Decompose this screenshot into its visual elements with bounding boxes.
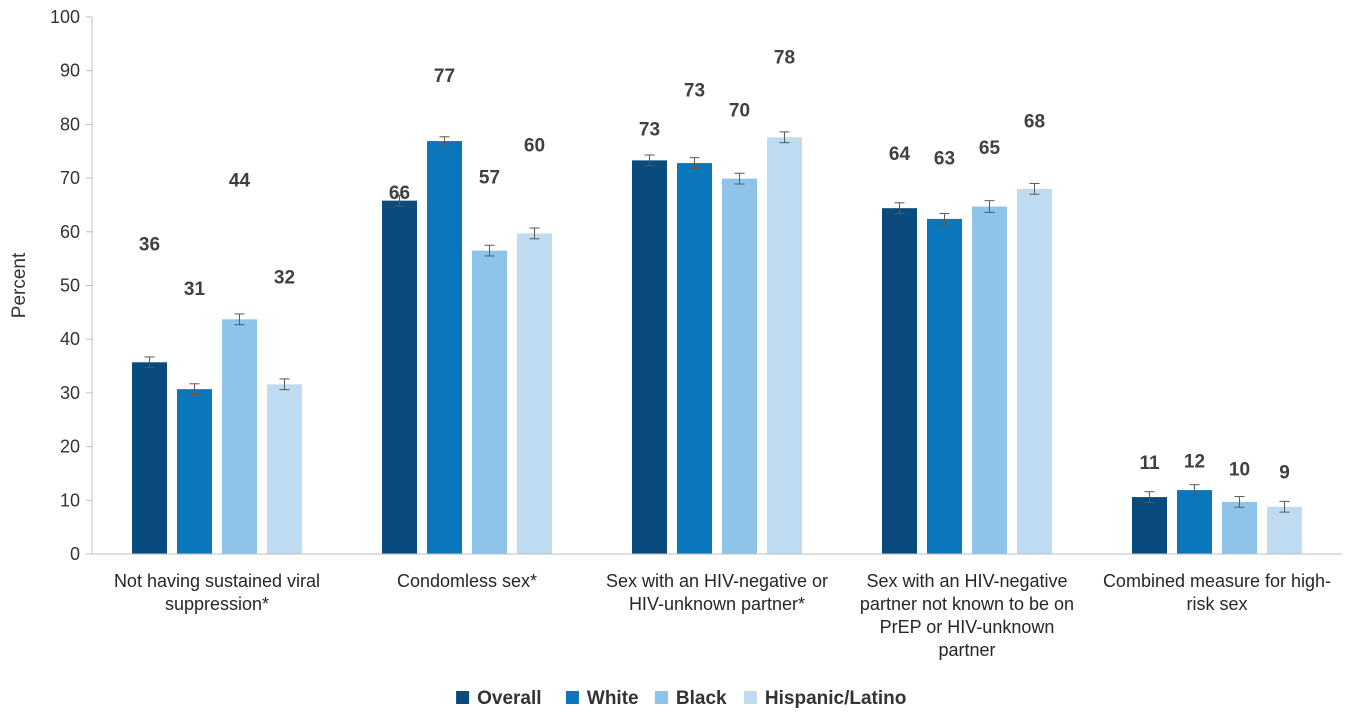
bar xyxy=(132,362,167,554)
bar xyxy=(1267,506,1302,554)
legend-label: Hispanic/Latino xyxy=(765,688,906,709)
data-label: 73 xyxy=(684,80,705,101)
data-label: 64 xyxy=(889,144,911,165)
data-label: 57 xyxy=(479,167,500,188)
bar xyxy=(882,208,917,554)
bar xyxy=(1017,188,1052,554)
category-label: Sex with an HIV-negative or HIV-unknown p… xyxy=(606,571,828,614)
category-label-line: partner xyxy=(938,640,995,660)
bar xyxy=(1222,501,1257,554)
bar xyxy=(972,206,1007,554)
category-label: Condomless sex* xyxy=(397,571,537,591)
bar xyxy=(632,160,667,554)
data-label: 31 xyxy=(184,279,206,300)
category-label-line: suppression* xyxy=(165,594,269,614)
y-tick-label: 80 xyxy=(60,114,80,134)
bar xyxy=(722,178,757,554)
bars: 36 31 44 32 66 77 57 60 73 73 70 78 64 63 65 68 11 12 10 9 xyxy=(132,48,1302,555)
data-label: 63 xyxy=(934,149,955,170)
category-label-line: risk sex xyxy=(1186,594,1247,614)
category-label: Not having sustained viral suppression* xyxy=(114,571,320,614)
bar xyxy=(927,218,962,555)
data-label: 73 xyxy=(639,120,660,141)
y-tick-label: 90 xyxy=(60,61,80,81)
category-label-line: partner not known to be on xyxy=(860,594,1074,614)
y-tick-label: 50 xyxy=(60,276,80,296)
bar xyxy=(177,389,212,554)
y-axis: 0 10 20 30 40 50 60 70 80 90 100 xyxy=(50,7,93,564)
legend-swatch xyxy=(743,691,757,704)
data-label: 11 xyxy=(1139,453,1160,474)
category-label: Combined measure for high-risk sex xyxy=(1103,571,1331,614)
x-axis: Not having sustained viral suppression* Co… xyxy=(92,553,1342,660)
y-tick-label: 40 xyxy=(60,329,80,349)
legend-swatch xyxy=(654,691,668,704)
data-label: 36 xyxy=(139,235,160,256)
data-label: 44 xyxy=(229,171,251,192)
category-label-line: Sex with an HIV-negative or xyxy=(606,571,828,591)
data-label: 78 xyxy=(774,48,795,69)
data-label: 12 xyxy=(1184,452,1205,473)
bar xyxy=(677,163,712,554)
category-label-line: Not having sustained viral xyxy=(114,571,320,591)
bar xyxy=(517,233,552,554)
bar xyxy=(267,384,302,554)
data-label: 65 xyxy=(979,138,1001,159)
y-axis-title: Percent xyxy=(9,252,30,318)
legend-item: Black xyxy=(654,688,727,709)
category-label-line: HIV-unknown partner* xyxy=(629,594,805,614)
y-tick-label: 30 xyxy=(60,383,80,403)
legend: Overall White Black Hispanic/Latino xyxy=(456,688,906,709)
data-label: 68 xyxy=(1024,112,1045,133)
legend-label: Overall xyxy=(477,688,541,709)
legend-swatch xyxy=(456,691,470,704)
data-label: 66 xyxy=(389,183,410,204)
bar xyxy=(222,319,257,554)
bar xyxy=(382,200,417,555)
bar xyxy=(1177,490,1212,554)
legend-label: White xyxy=(587,688,639,709)
category-label-line: PrEP or HIV-unknown xyxy=(880,617,1055,637)
data-label: 10 xyxy=(1229,460,1250,481)
data-label: 77 xyxy=(434,66,455,87)
category-label-line: Sex with an HIV-negative xyxy=(866,571,1067,591)
y-tick-label: 0 xyxy=(70,544,80,564)
data-label: 9 xyxy=(1279,462,1290,483)
legend-swatch xyxy=(565,691,579,704)
bar xyxy=(1132,497,1167,554)
category-label: Sex with an HIV-negative partner not know… xyxy=(860,571,1074,660)
data-label: 32 xyxy=(274,267,295,288)
bar xyxy=(472,250,507,554)
y-tick-label: 20 xyxy=(60,437,80,457)
y-tick-label: 100 xyxy=(50,7,80,27)
legend-label: Black xyxy=(676,688,727,709)
bar xyxy=(767,137,802,554)
legend-item: Hispanic/Latino xyxy=(743,688,906,709)
data-label: 60 xyxy=(524,135,545,156)
data-label: 70 xyxy=(729,100,750,121)
category-label-line: Condomless sex* xyxy=(397,571,537,591)
y-tick-label: 60 xyxy=(60,222,80,242)
y-tick-label: 70 xyxy=(60,168,80,188)
y-tick-label: 10 xyxy=(60,490,80,510)
legend-item: Overall xyxy=(456,688,542,709)
bar xyxy=(427,141,462,554)
legend-item: White xyxy=(565,688,639,709)
category-label-line: Combined measure for high- xyxy=(1103,571,1331,591)
